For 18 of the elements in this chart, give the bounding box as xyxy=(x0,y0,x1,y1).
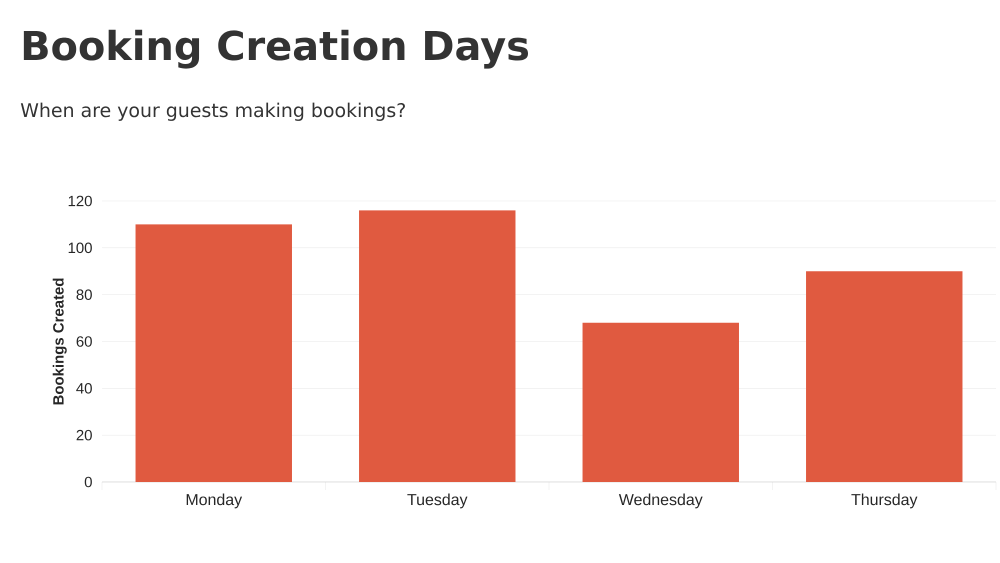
y-tick-label: 120 xyxy=(68,196,92,206)
y-tick-label: 20 xyxy=(76,430,92,440)
y-tick-label: 80 xyxy=(76,289,92,300)
x-tick-label: Thursday xyxy=(851,494,918,508)
chart-title: Booking Creation Days xyxy=(24,30,528,69)
x-tick-label: Monday xyxy=(186,494,242,508)
y-tick-label: 40 xyxy=(76,383,92,394)
bar xyxy=(582,322,739,482)
y-tick-label: 0 xyxy=(84,476,92,488)
y-tick-label: 100 xyxy=(68,242,92,254)
bar xyxy=(136,224,292,482)
x-tick-label: Wednesday xyxy=(618,494,703,508)
chart-subtitle: When are your guests making bookings? xyxy=(20,102,405,121)
x-tick-label: Tuesday xyxy=(407,494,468,508)
bar xyxy=(359,210,516,482)
y-axis-title: Bookings Created xyxy=(52,278,67,404)
bar xyxy=(806,271,962,482)
y-tick-label: 60 xyxy=(76,336,92,347)
